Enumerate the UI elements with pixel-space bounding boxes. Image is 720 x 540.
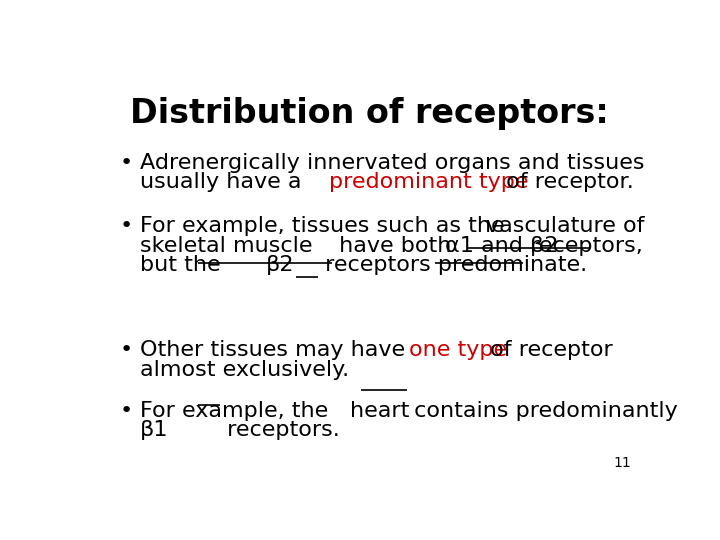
Text: α1 and β2: α1 and β2 — [445, 235, 559, 255]
Text: receptors.: receptors. — [220, 420, 340, 441]
Text: vasculature of: vasculature of — [486, 217, 645, 237]
Text: of receptor: of receptor — [483, 340, 613, 361]
Text: of receptor.: of receptor. — [500, 172, 634, 192]
Text: receptors predominate.: receptors predominate. — [318, 255, 588, 275]
Text: For example, the: For example, the — [140, 401, 335, 421]
Text: β2: β2 — [266, 255, 294, 275]
Text: Adrenergically innervated organs and tissues: Adrenergically innervated organs and tis… — [140, 153, 644, 173]
Text: •: • — [120, 217, 132, 237]
Text: but the: but the — [140, 255, 228, 275]
Text: one type: one type — [409, 340, 508, 361]
Text: contains predominantly: contains predominantly — [407, 401, 678, 421]
Text: For example, tissues such as the: For example, tissues such as the — [140, 217, 511, 237]
Text: •: • — [120, 401, 132, 421]
Text: 11: 11 — [613, 456, 631, 470]
Text: •: • — [120, 340, 132, 361]
Text: have both: have both — [332, 235, 459, 255]
Text: β1: β1 — [140, 420, 168, 441]
Text: heart: heart — [350, 401, 409, 421]
Text: receptors,: receptors, — [523, 235, 643, 255]
Text: Distribution of receptors:: Distribution of receptors: — [130, 97, 608, 130]
Text: almost exclusively.: almost exclusively. — [140, 360, 348, 380]
Text: skeletal muscle: skeletal muscle — [140, 235, 312, 255]
Text: usually have a: usually have a — [140, 172, 308, 192]
Text: Other tissues may have: Other tissues may have — [140, 340, 412, 361]
Text: predominant type: predominant type — [329, 172, 528, 192]
Text: •: • — [120, 153, 132, 173]
